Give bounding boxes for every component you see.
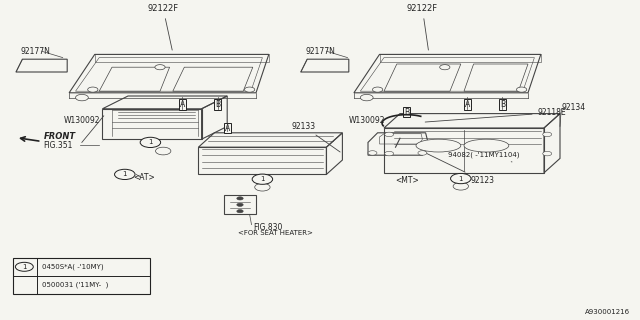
Text: 1: 1 <box>148 140 153 145</box>
Text: 92133: 92133 <box>291 122 340 152</box>
Text: <MT>: <MT> <box>395 176 419 185</box>
Circle shape <box>140 137 161 148</box>
Circle shape <box>155 65 165 70</box>
Circle shape <box>115 169 135 180</box>
Circle shape <box>385 132 394 137</box>
Circle shape <box>385 151 394 156</box>
Text: B: B <box>404 108 409 116</box>
Circle shape <box>237 203 243 206</box>
Text: 92177N: 92177N <box>20 47 51 56</box>
Circle shape <box>76 94 88 101</box>
Circle shape <box>451 173 471 184</box>
Circle shape <box>237 210 243 213</box>
Circle shape <box>543 132 552 137</box>
Text: 1: 1 <box>122 172 127 177</box>
Text: <AT>: <AT> <box>133 173 155 182</box>
Text: 92122F: 92122F <box>148 4 179 50</box>
Circle shape <box>156 147 171 155</box>
Circle shape <box>252 174 273 184</box>
Text: 92134: 92134 <box>562 103 586 112</box>
Circle shape <box>360 94 373 101</box>
Circle shape <box>418 151 427 155</box>
Circle shape <box>88 87 98 92</box>
Text: 1: 1 <box>260 176 265 182</box>
Circle shape <box>440 65 450 70</box>
Text: B: B <box>215 100 220 109</box>
Ellipse shape <box>464 139 509 152</box>
Text: W130092: W130092 <box>64 116 100 124</box>
Text: 94082( -'11MY1104): 94082( -'11MY1104) <box>448 152 520 162</box>
Circle shape <box>516 87 527 92</box>
Text: 0500031 ('11MY-  ): 0500031 ('11MY- ) <box>42 282 108 288</box>
Circle shape <box>237 197 243 200</box>
Text: 92177N: 92177N <box>305 47 335 56</box>
Text: W130092: W130092 <box>349 116 385 124</box>
Text: 0450S*A( -'10MY): 0450S*A( -'10MY) <box>42 264 103 270</box>
Text: A: A <box>465 100 470 109</box>
Text: A: A <box>180 100 185 109</box>
Circle shape <box>372 87 383 92</box>
Text: A930001216: A930001216 <box>585 309 630 315</box>
Text: FIG.830: FIG.830 <box>253 223 282 232</box>
Circle shape <box>453 182 468 190</box>
Text: B: B <box>500 100 505 109</box>
Text: <FOR SEAT HEATER>: <FOR SEAT HEATER> <box>238 230 313 236</box>
Ellipse shape <box>416 139 461 152</box>
Text: FIG.351: FIG.351 <box>44 141 73 150</box>
Circle shape <box>15 262 33 271</box>
Text: 92118E: 92118E <box>425 108 566 122</box>
Text: 92122F: 92122F <box>407 4 438 50</box>
Circle shape <box>543 151 552 156</box>
Text: A: A <box>225 124 230 132</box>
Circle shape <box>368 151 377 155</box>
Circle shape <box>244 87 255 92</box>
Text: 1: 1 <box>458 176 463 181</box>
Text: 92123: 92123 <box>426 153 494 185</box>
Text: 1: 1 <box>22 264 27 270</box>
FancyBboxPatch shape <box>13 258 150 294</box>
Text: FRONT: FRONT <box>44 132 76 141</box>
Circle shape <box>255 183 270 191</box>
